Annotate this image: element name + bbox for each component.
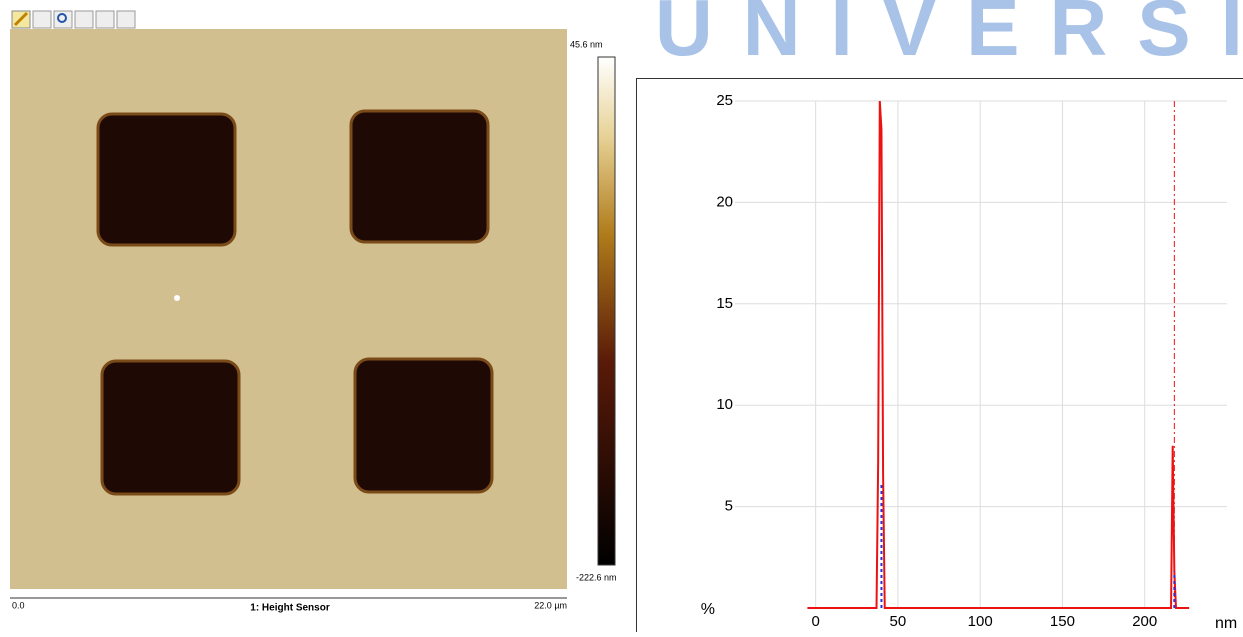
x-tick-label: 200 xyxy=(1132,613,1157,630)
x-tick-label: 0 xyxy=(811,613,819,630)
pit xyxy=(351,111,488,242)
x-start: 0.0 xyxy=(12,600,25,610)
x-tick-label: 150 xyxy=(1050,613,1075,630)
colorbar-min: -222.6 nm xyxy=(576,572,617,582)
tool-button[interactable] xyxy=(117,11,135,28)
y-unit: % xyxy=(701,601,715,618)
pit xyxy=(98,114,235,245)
y-tick-label: 25 xyxy=(716,92,733,109)
y-tick-label: 20 xyxy=(716,193,733,210)
tool-button[interactable] xyxy=(96,11,114,28)
x-end: 22.0 µm xyxy=(534,600,567,610)
x-tick-label: 100 xyxy=(968,613,993,630)
page: UNIVERSITY 45.6 nm -222.6 nm 0.0 1: Heig… xyxy=(0,0,1243,632)
x-unit: nm xyxy=(1215,615,1237,632)
tool-button[interactable] xyxy=(33,11,51,28)
y-tick-label: 10 xyxy=(716,396,733,413)
y-tick-label: 5 xyxy=(725,498,733,515)
screen: UNIVERSITY 45.6 nm -222.6 nm 0.0 1: Heig… xyxy=(0,0,1243,632)
pit xyxy=(355,359,492,492)
tool-button[interactable] xyxy=(75,11,93,28)
colorbar-max: 45.6 nm xyxy=(570,39,603,49)
watermark: UNIVERSITY xyxy=(655,0,1243,72)
channel-label: 1: Height Sensor xyxy=(250,603,330,614)
histogram-panel xyxy=(637,79,1243,633)
pit xyxy=(102,361,239,494)
particle xyxy=(174,295,180,301)
colorbar xyxy=(598,57,615,565)
y-tick-label: 15 xyxy=(716,295,733,312)
x-tick-label: 50 xyxy=(890,613,907,630)
